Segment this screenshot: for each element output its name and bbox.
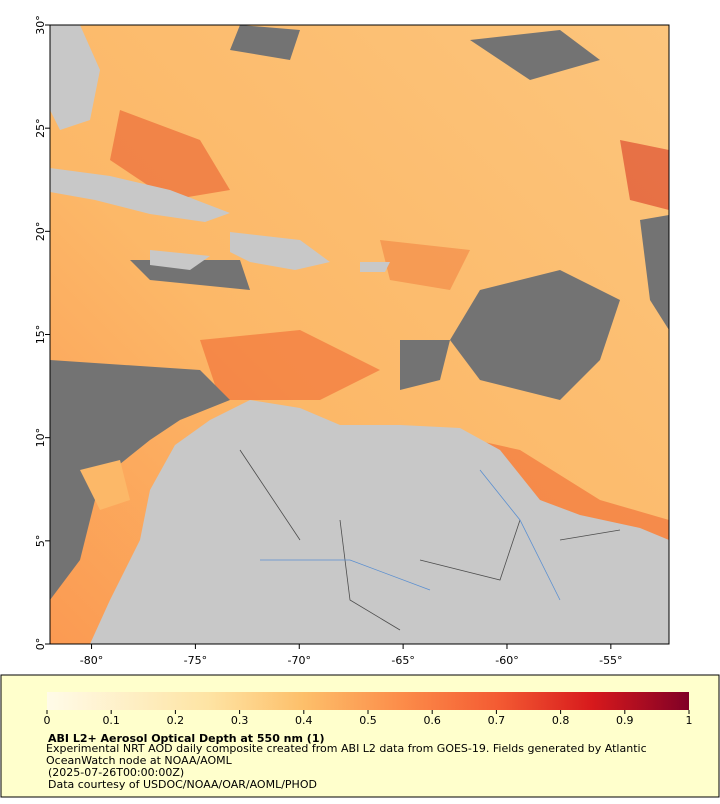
colorbar-tick-label: 0 [44,714,51,727]
legend-time: (2025-07-26T00:00:00Z) [48,766,184,779]
colorbar-tick-label: 0.7 [488,714,506,727]
legend-credit: Data courtesy of USDOC/NOAA/OAR/AOML/PHO… [48,778,317,791]
y-tick-label: 20° [34,222,47,242]
colorbar-ticks: 0 0.1 0.2 0.3 0.4 0.5 0.6 0.7 0.8 0.9 1 [44,710,693,727]
colorbar-tick-label: 0.9 [616,714,634,727]
colorbar-tick-label: 0.6 [423,714,441,727]
y-tick-label: 5° [34,535,47,548]
y-tick-label: 30° [34,15,47,35]
x-tick-label: -75° [184,654,207,667]
x-tick-label: -65° [391,654,414,667]
colorbar-tick-label: 0.3 [231,714,249,727]
colorbar-tick-label: 0.2 [167,714,185,727]
legend-description: Experimental NRT AOD daily composite cre… [46,743,647,767]
x-tick-label: -60° [495,654,518,667]
legend-description-box: Experimental NRT AOD daily composite cre… [46,743,647,767]
colorbar-tick-label: 0.4 [295,714,313,727]
y-tick-label: 10° [34,428,47,448]
map-image [50,25,669,644]
y-tick-label: 15° [34,325,47,345]
colorbar-tick-label: 1 [686,714,693,727]
legend-title: ABI L2+ Aerosol Optical Depth at 550 nm … [48,732,325,745]
colorbar-tick-label: 0.8 [552,714,570,727]
y-tick-label: 0° [34,638,47,651]
colorbar-tick-label: 0.1 [102,714,120,727]
axes: -80° -75° -70° -65° -60° -55° 0° 5° 10° 15° 20° 25°… [34,15,623,667]
x-tick-label: -70° [288,654,311,667]
y-tick-label: 25° [34,118,47,138]
colorbar [47,692,689,710]
colorbar-tick-label: 0.5 [359,714,377,727]
x-tick-label: -55° [599,654,622,667]
x-tick-label: -80° [80,654,103,667]
